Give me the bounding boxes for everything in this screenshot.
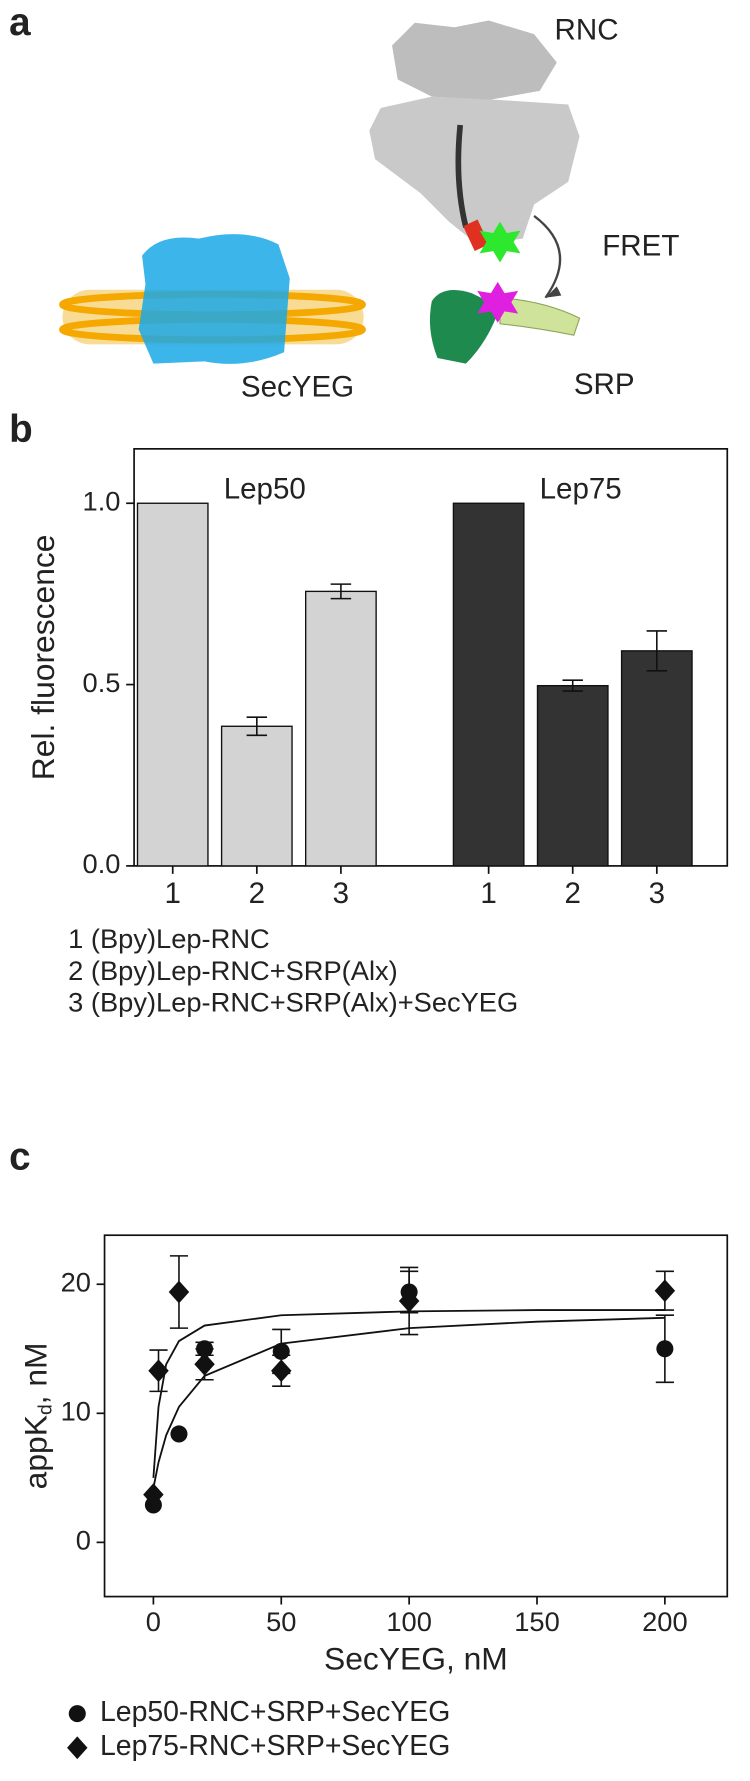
plot-frame	[133, 448, 729, 867]
y-tick-label: 0.0	[83, 848, 121, 879]
acceptor-dye	[477, 281, 519, 323]
x-tick-label: 3	[333, 877, 349, 910]
x-tick-label: 0	[146, 1606, 161, 1637]
point	[148, 1359, 169, 1383]
x-tick-label: 200	[642, 1606, 688, 1637]
fit-curve	[152, 1316, 665, 1489]
fret-arrow	[533, 214, 562, 299]
nascent-chain	[455, 124, 469, 228]
point	[143, 1483, 164, 1506]
secyeg	[138, 234, 290, 364]
bar	[452, 502, 525, 867]
ribosome-small	[392, 20, 557, 100]
point	[656, 1340, 674, 1358]
error-bar	[330, 583, 352, 600]
x-tick-label: 3	[649, 877, 665, 910]
point	[168, 1280, 190, 1304]
srp-rna	[499, 297, 581, 336]
point	[271, 1359, 292, 1383]
x-axis-title: SecYEG, nM	[324, 1641, 508, 1677]
error-bar	[646, 630, 668, 672]
y-tick-label: 10	[61, 1396, 91, 1427]
fret-arrowhead	[545, 286, 562, 298]
y-tick-label: 20	[61, 1266, 91, 1297]
legend-label: Lep50-RNC+SRP+SecYEG	[100, 1696, 450, 1728]
diagram-label: SRP	[574, 368, 635, 401]
x-tick-label: 1	[165, 877, 181, 910]
note: 1 (Bpy)Lep-RNC	[68, 923, 270, 954]
y-tick-label: 0.5	[83, 667, 121, 698]
point	[194, 1352, 215, 1376]
panel-label: b	[9, 408, 33, 451]
legend-label: Lep75-RNC+SRP+SecYEG	[100, 1730, 450, 1762]
diagram-label: FRET	[602, 230, 679, 263]
point	[398, 1289, 420, 1313]
x-tick-label: 1	[480, 877, 496, 910]
ribosome-large	[369, 96, 580, 245]
bar	[136, 502, 209, 867]
legend-marker	[68, 1705, 86, 1723]
fit-curve	[152, 1309, 665, 1478]
y-axis-title-part: , nM	[18, 1342, 54, 1404]
bar	[620, 650, 693, 867]
panel-label: a	[9, 1, 31, 44]
y-axis-title: Rel. fluorescence	[25, 535, 61, 781]
note: 3 (Bpy)Lep-RNC+SRP(Alx)+SecYEG	[68, 987, 518, 1018]
diagram-label: SecYEG	[241, 370, 354, 403]
legend-marker	[67, 1736, 88, 1760]
error-bar	[246, 716, 268, 737]
y-axis-title-part: appK	[18, 1415, 54, 1489]
y-axis-title-part: d	[36, 1404, 57, 1415]
point	[654, 1279, 676, 1303]
bar	[536, 684, 609, 867]
donor-dye	[479, 221, 521, 263]
diagram-label: RNC	[555, 14, 619, 47]
y-tick-label: 1.0	[83, 485, 121, 516]
x-tick-label: 150	[514, 1606, 560, 1637]
x-tick-label: 2	[249, 877, 265, 910]
y-tick-label: 0	[76, 1525, 91, 1556]
x-tick-label: 100	[386, 1606, 432, 1637]
diagram: RNC FRET SRP SecYEG	[59, 14, 679, 403]
x-tick-label: 2	[565, 877, 581, 910]
note: 2 (Bpy)Lep-RNC+SRP(Alx)	[68, 955, 398, 986]
series-label: Lep50	[224, 473, 306, 506]
y-axis-title: appKd, nM	[18, 1342, 57, 1489]
plot-frame	[103, 1234, 729, 1598]
bar	[220, 725, 293, 867]
series-label: Lep75	[540, 473, 622, 506]
bar	[305, 590, 377, 867]
x-tick-label: 50	[266, 1606, 296, 1637]
signal-peptide	[463, 219, 490, 251]
error-bar	[562, 679, 583, 692]
panel-label: c	[9, 1135, 30, 1178]
point	[170, 1425, 188, 1443]
